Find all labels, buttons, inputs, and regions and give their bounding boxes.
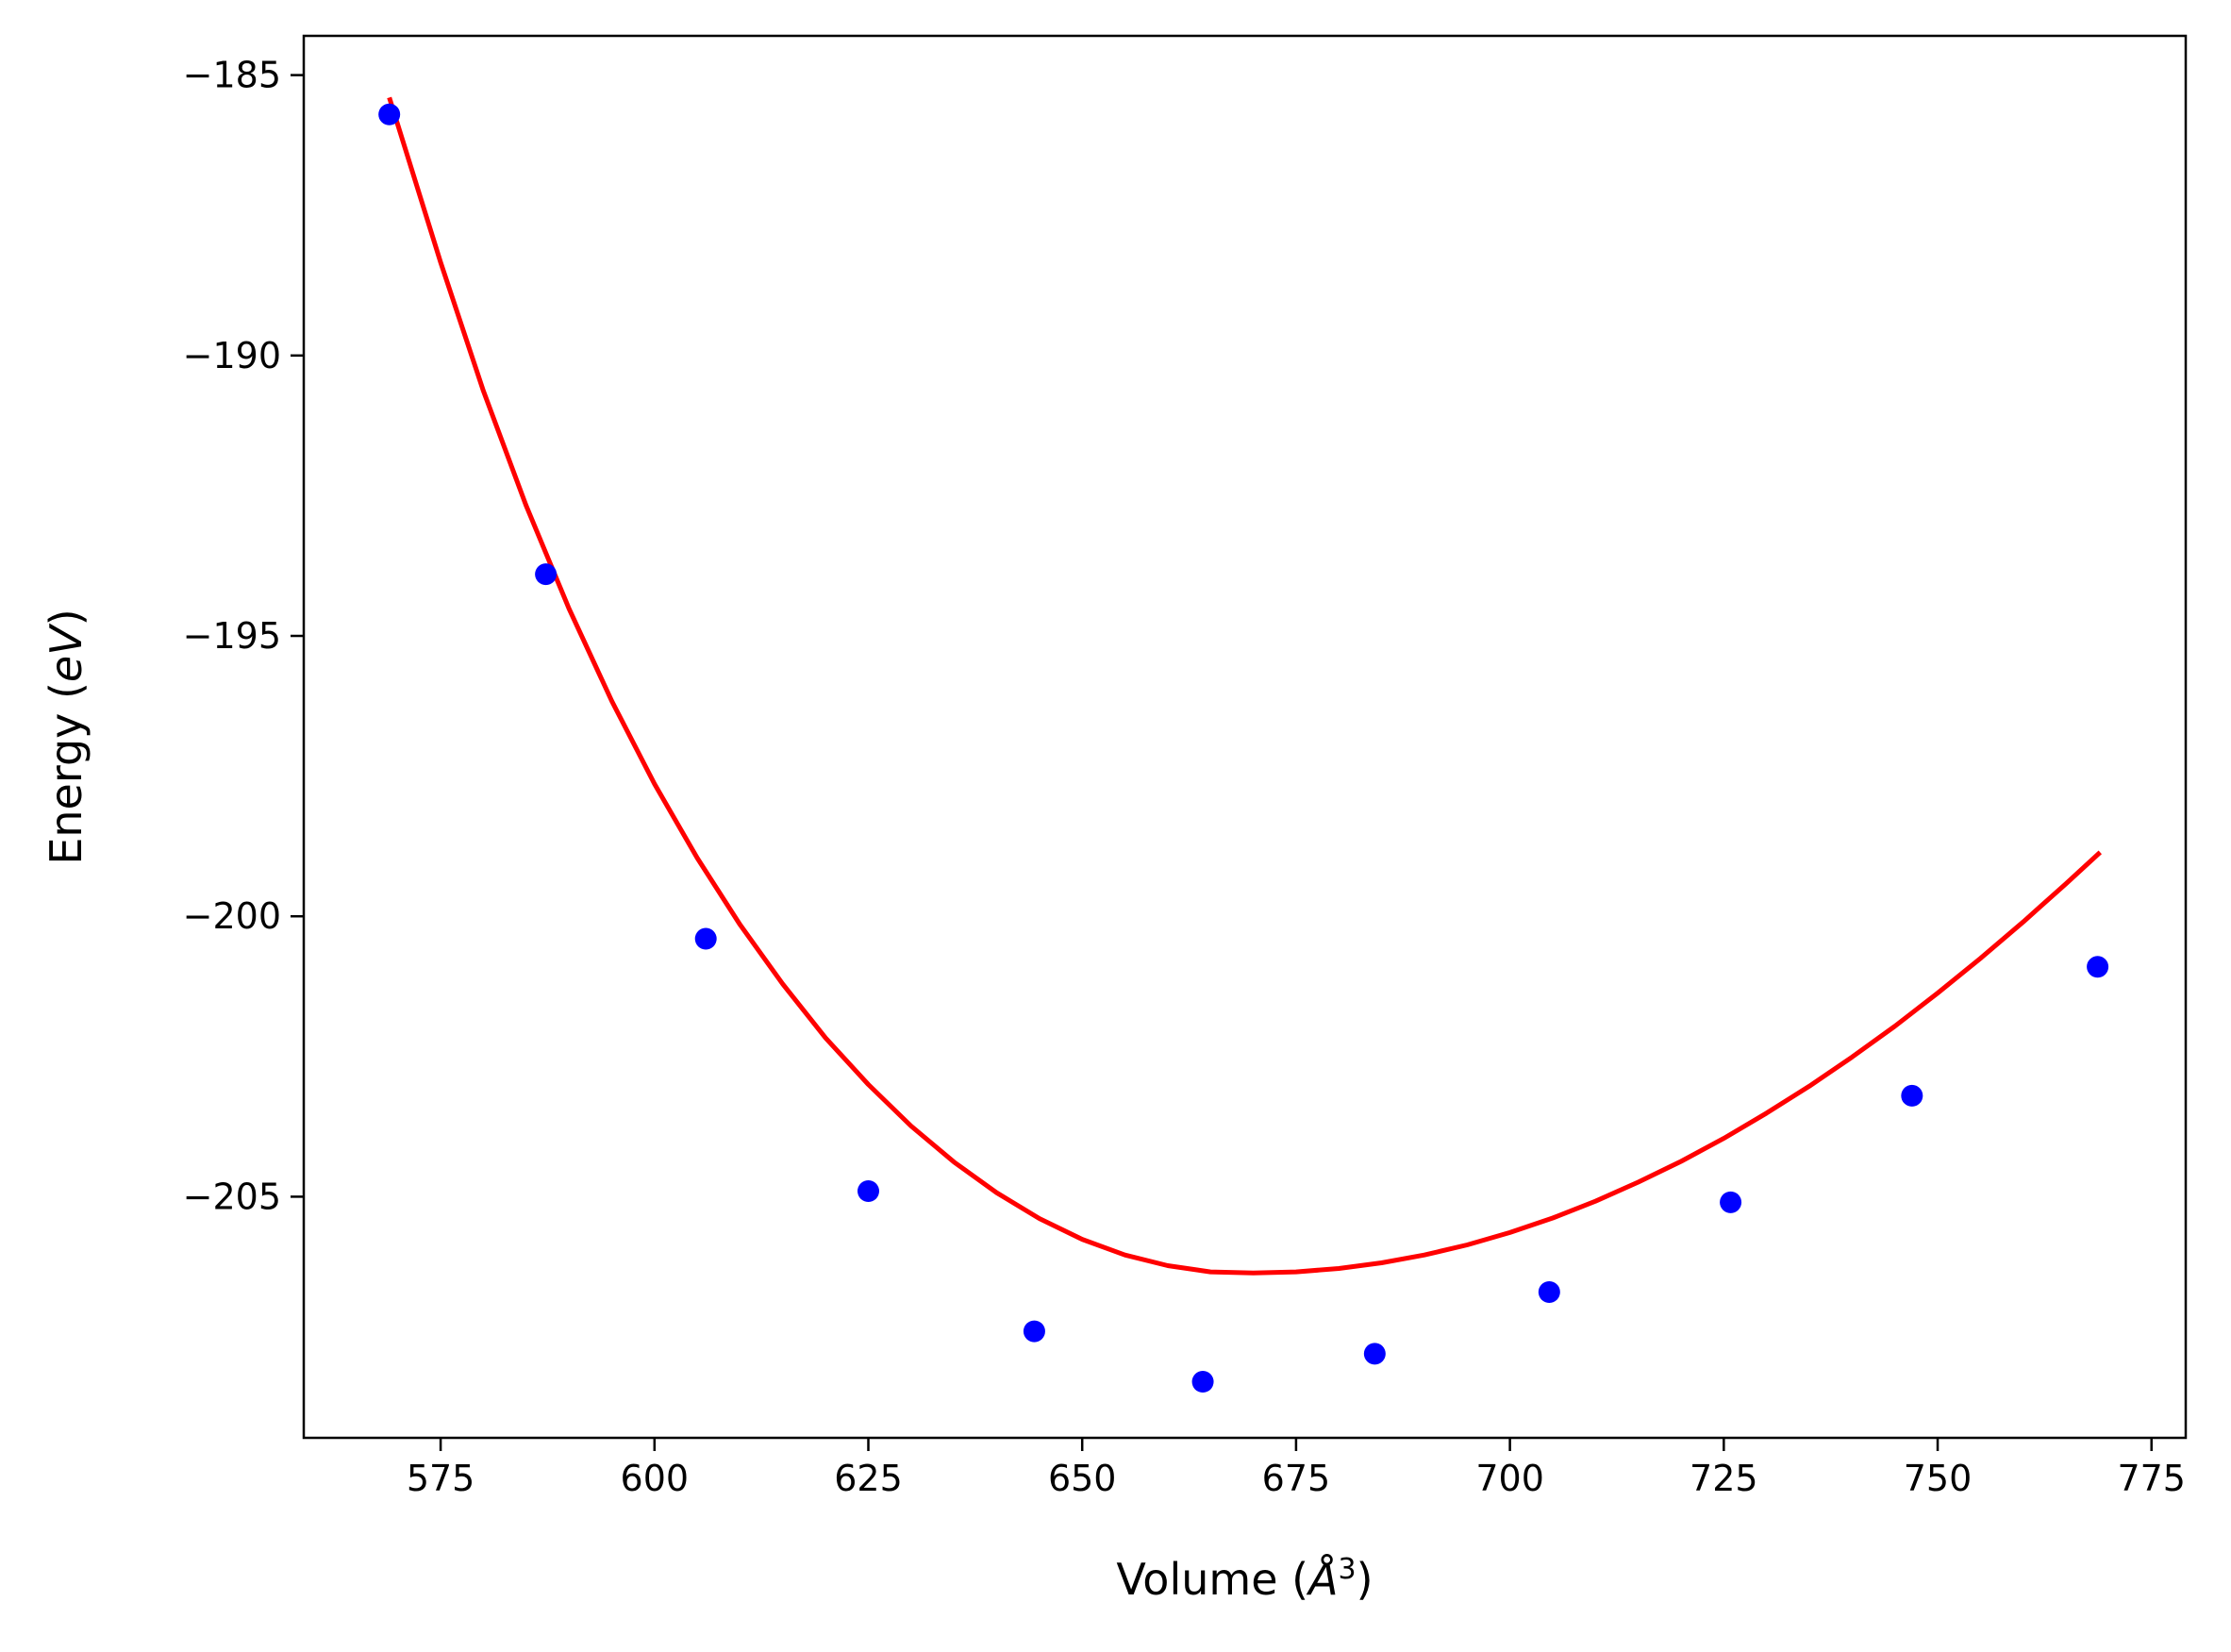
- x-axis-label: Volume (Å3): [1116, 1553, 1373, 1606]
- y-tick-label: −205: [183, 1176, 281, 1217]
- data-point: [378, 103, 401, 125]
- data-point: [1191, 1371, 1214, 1393]
- fit-curve-line: [387, 96, 2102, 1276]
- x-tick-label: 650: [1048, 1458, 1117, 1499]
- x-tick-label: 775: [2117, 1458, 2186, 1499]
- y-axis-label: Energy (eV): [41, 609, 92, 864]
- y-tick-label: −195: [183, 615, 281, 657]
- x-tick-label: 750: [1904, 1458, 1973, 1499]
- x-tick-label: 700: [1475, 1458, 1544, 1499]
- ticks-layer: 575 600 625 650 675 700 725 750 775 −185 −190 −195 −…: [183, 55, 2186, 1499]
- y-tick-label: −190: [183, 335, 281, 376]
- plot-layer: [378, 96, 2109, 1393]
- data-point: [1363, 1343, 1386, 1365]
- data-point: [535, 563, 558, 586]
- plot-frame: [302, 34, 2188, 1440]
- y-tick-label: −200: [183, 895, 281, 937]
- x-tick-label: 725: [1690, 1458, 1758, 1499]
- x-tick-label: 575: [407, 1458, 475, 1499]
- x-tick-label: 600: [621, 1458, 690, 1499]
- data-point: [1538, 1280, 1560, 1303]
- data-point: [2087, 956, 2109, 978]
- data-point: [1023, 1320, 1045, 1343]
- data-point: [857, 1179, 879, 1202]
- x-tick-label: 625: [834, 1458, 903, 1499]
- data-point: [694, 927, 717, 950]
- data-point: [1720, 1191, 1742, 1213]
- x-tick-label: 675: [1262, 1458, 1331, 1499]
- y-tick-label: −185: [183, 55, 281, 96]
- data-point: [1901, 1084, 1923, 1107]
